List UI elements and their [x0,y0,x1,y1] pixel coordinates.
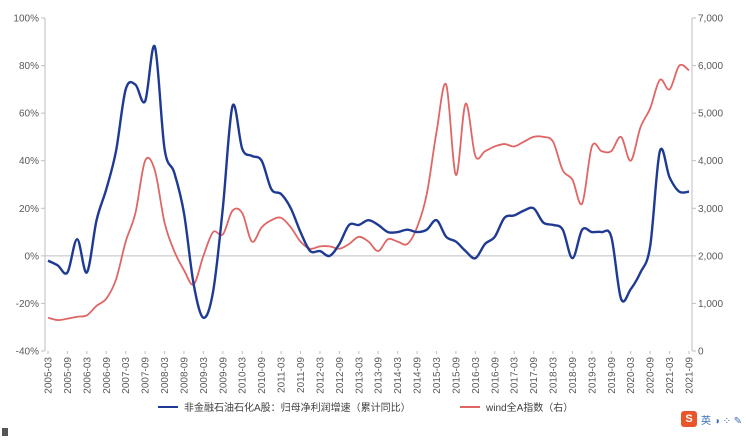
x-tick-label: 2016-09 [490,357,501,394]
watermark: S 英 ◑ ⁘ ✎ [681,409,743,431]
sogou-logo-icon: S [681,411,697,427]
x-tick-label: 2015-03 [432,357,443,394]
x-tick-label: 2019-09 [607,357,618,394]
left-tick-label: 80% [19,61,39,72]
right-tick-label: 7,000 [698,14,723,25]
right-tick-label: 4,000 [698,156,723,167]
series-layer [47,44,690,321]
plot-frame [44,18,693,351]
x-tick-label: 2014-03 [393,357,404,394]
right-tick-label: 2,000 [698,251,723,262]
x-tick-label: 2018-03 [549,357,560,394]
watermark-toolbar-icons: 英 ◑ ⁘ ✎ [701,416,743,427]
x-axis-ticks: 2005-03 2005-09 2006-03 2006-09 2007-03 2007-… [44,351,696,394]
left-tick-label: 20% [19,204,39,215]
right-tick-label: 0 [698,347,704,358]
x-tick-label: 2008-09 [179,357,190,394]
x-tick-label: 2018-09 [568,357,579,394]
x-tick-label: 2006-09 [102,357,113,394]
left-tick-label: 100% [13,14,39,25]
x-tick-label: 2009-03 [199,357,210,394]
x-tick-label: 2020-09 [646,357,657,394]
left-tick-label: 40% [19,156,39,167]
corner-mark-icon [2,428,8,436]
x-tick-label: 2017-03 [510,357,521,394]
x-tick-label: 2013-03 [354,357,365,394]
x-tick-label: 2011-09 [296,357,307,393]
x-tick-label: 2008-03 [160,357,171,394]
x-tick-label: 2007-09 [141,357,152,394]
legend: 非金融石油石化A股：归母净利润增速（累计同比） wind全A指数（右） [158,401,573,414]
right-tick-label: 3,000 [698,204,723,215]
x-tick-label: 2021-09 [685,357,696,394]
x-tick-label: 2014-09 [413,357,424,394]
x-tick-label: 2005-09 [63,357,74,394]
series-line-profit-growth [47,44,690,319]
x-tick-label: 2015-09 [451,357,462,394]
x-tick-label: 2016-03 [471,357,482,394]
x-tick-label: 2007-03 [121,357,132,394]
right-tick-label: 1,000 [698,299,723,310]
right-tick-label: 6,000 [698,61,723,72]
left-tick-label: -20% [16,299,39,310]
legend-label-series-1: 非金融石油石化A股：归母净利润增速（累计同比） [184,401,411,414]
x-tick-label: 2017-09 [529,357,540,394]
left-axis-ticks: 100% 80% 60% 40% 20% 0% -20% -40% [13,14,45,358]
x-tick-label: 2011-03 [277,357,288,393]
left-tick-label: -40% [16,347,39,358]
x-tick-label: 2010-03 [238,357,249,394]
series-line-wind-index [47,63,690,321]
x-tick-label: 2012-03 [315,357,326,394]
x-tick-label: 2005-03 [44,357,55,394]
x-tick-label: 2019-03 [587,357,598,394]
left-tick-label: 0% [25,251,40,262]
legend-label-series-2: wind全A指数（右） [485,401,573,414]
right-tick-label: 5,000 [698,109,723,120]
x-tick-label: 2021-03 [665,357,676,394]
left-tick-label: 60% [19,109,39,120]
x-tick-label: 2009-09 [218,357,229,394]
x-tick-label: 2006-03 [82,357,93,394]
right-axis-ticks: 7,000 6,000 5,000 4,000 3,000 2,000 1,000 0 [692,14,723,358]
x-tick-label: 2010-09 [257,357,268,394]
x-tick-label: 2013-09 [374,357,385,394]
x-tick-label: 2020-03 [626,357,637,394]
x-tick-label: 2012-09 [335,357,346,394]
